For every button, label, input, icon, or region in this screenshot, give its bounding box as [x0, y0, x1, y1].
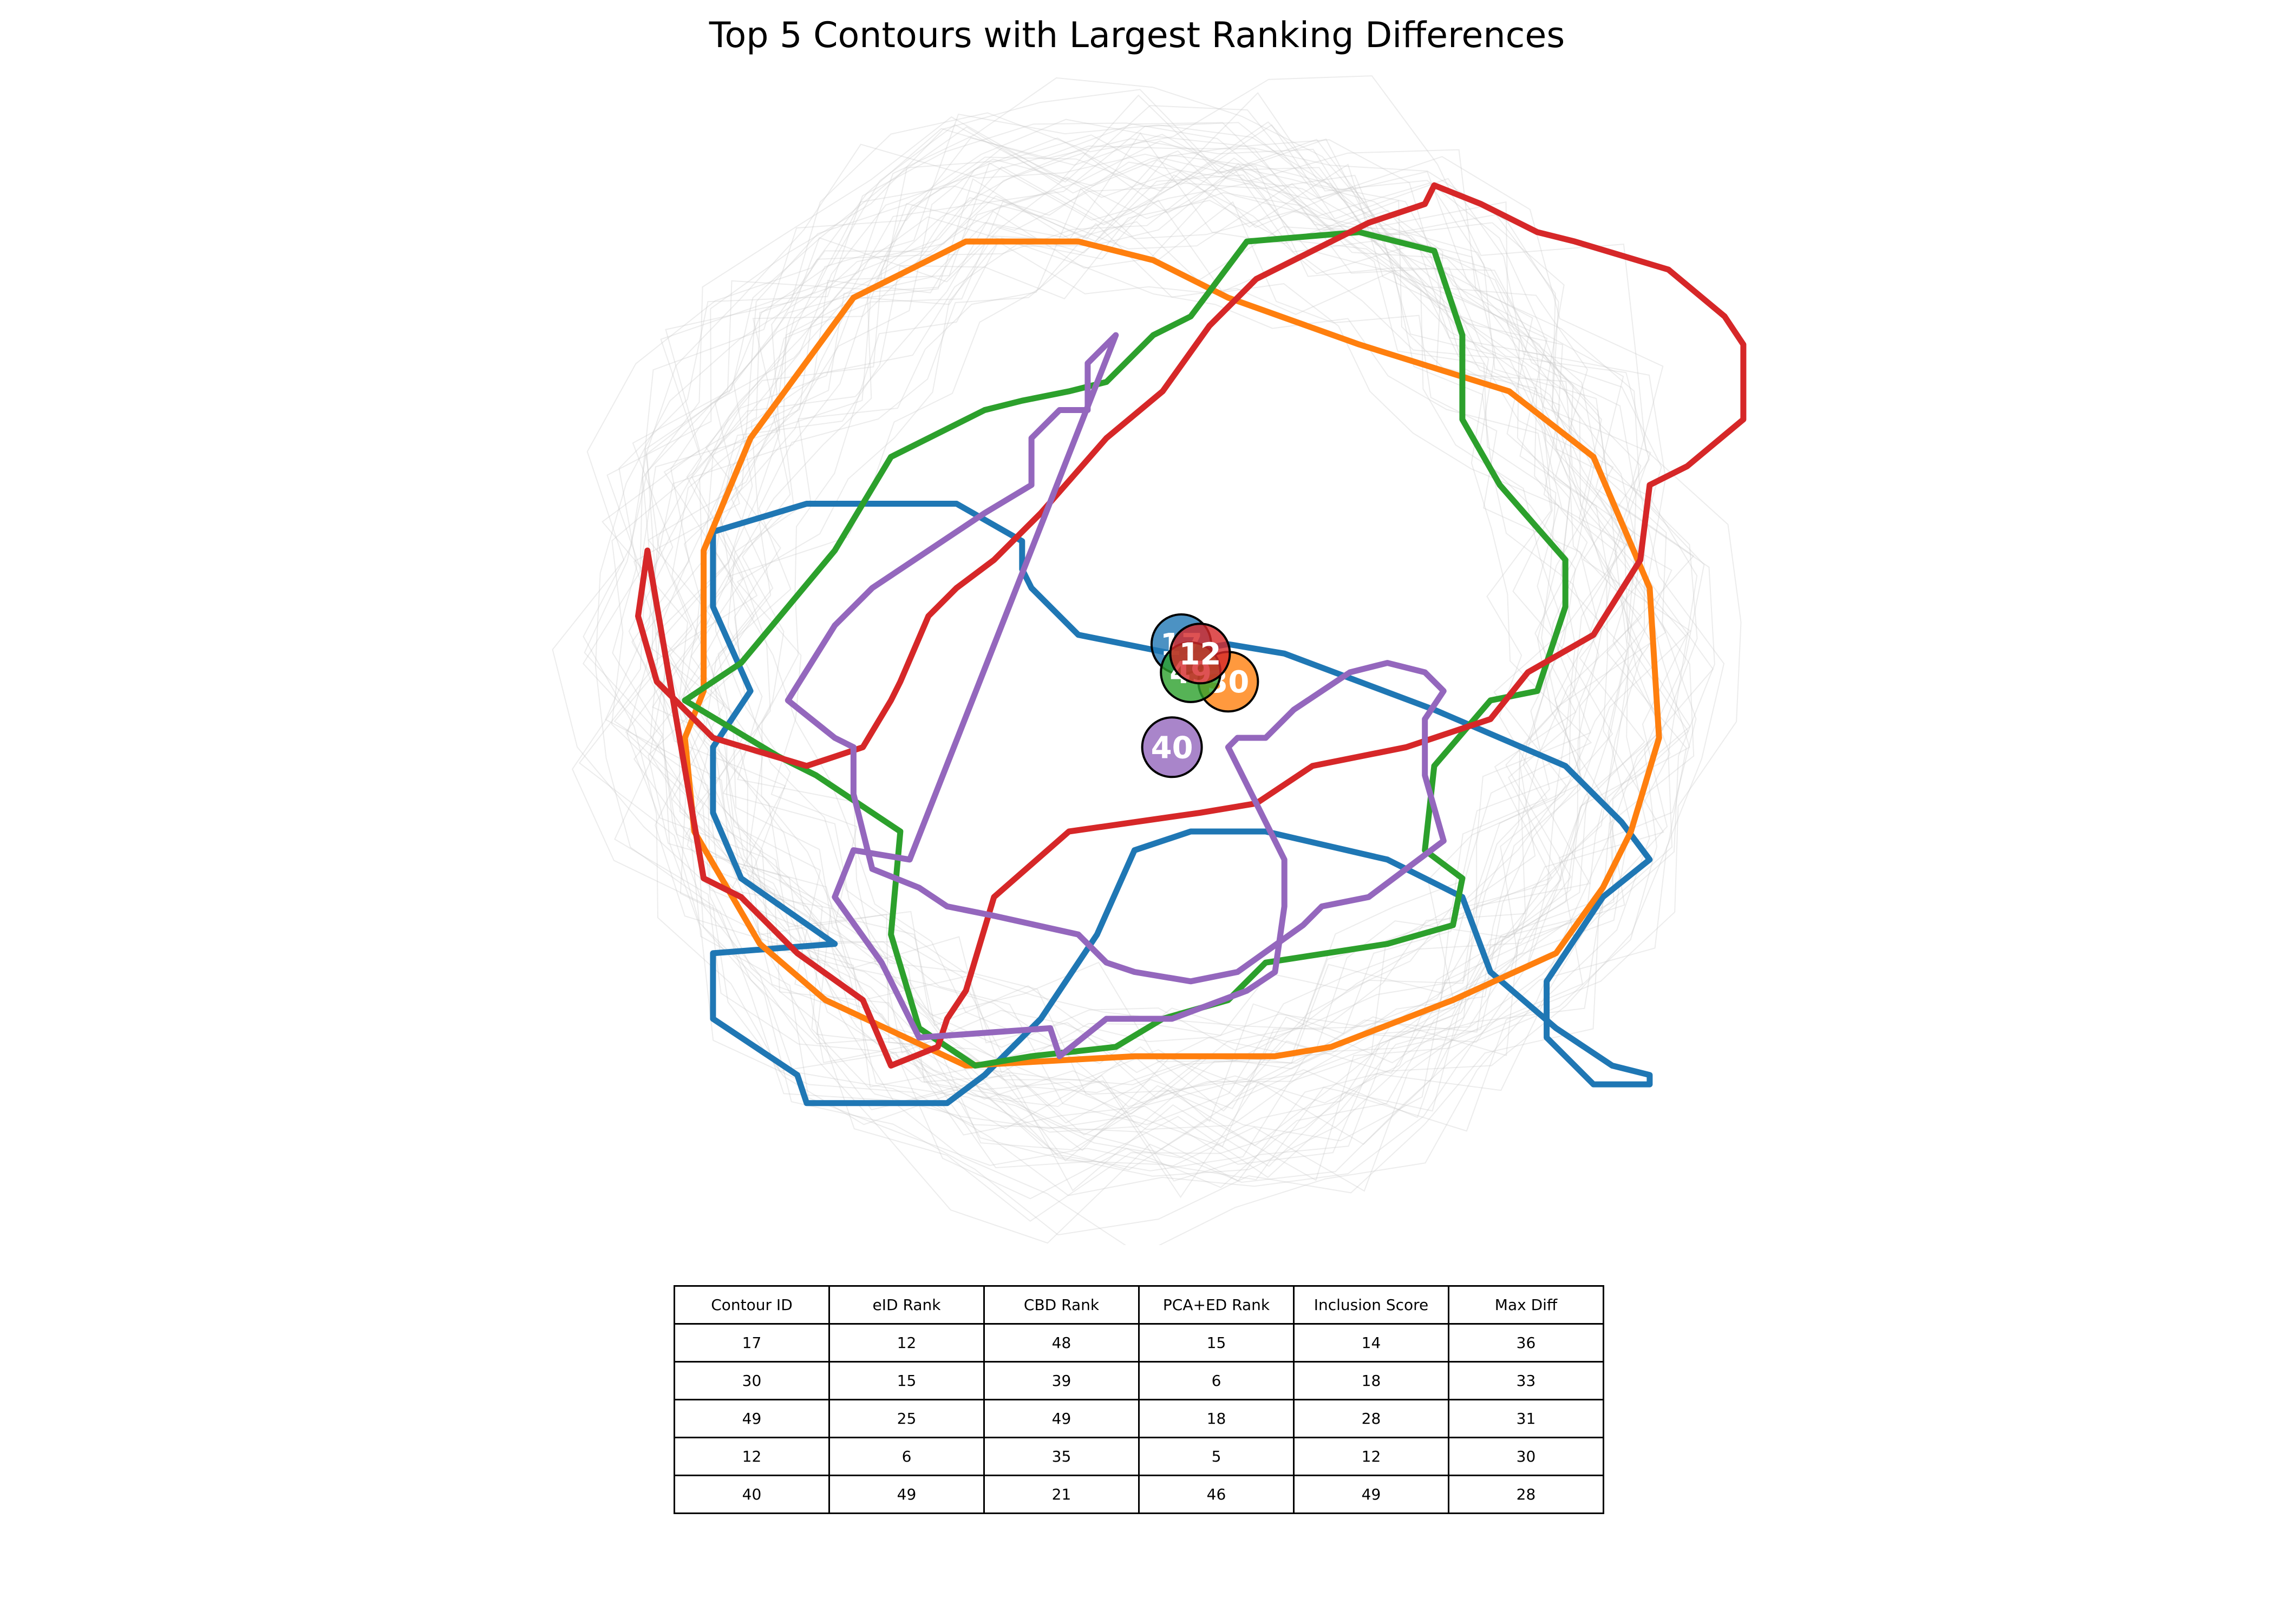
- background-contour: [698, 163, 1634, 1051]
- table-header-row: Contour ID eID Rank CBD Rank PCA+ED Rank Inc…: [674, 1285, 1604, 1325]
- background-contour: [628, 126, 1691, 1171]
- background-contour: [626, 190, 1576, 1148]
- background-contour: [552, 128, 1650, 1222]
- table-cell: 30: [674, 1361, 830, 1400]
- contour-line-40: [785, 332, 1447, 1059]
- table-cell: 6: [828, 1437, 985, 1476]
- background-contour: [639, 132, 1614, 1112]
- background-contour: [715, 147, 1691, 1093]
- background-contour: [594, 161, 1672, 1181]
- background-contour: [584, 122, 1695, 1182]
- background-contour: [605, 77, 1697, 1177]
- background-contour: [736, 237, 1552, 1073]
- contour-line-17: [710, 501, 1653, 1106]
- table-cell: 48: [983, 1323, 1140, 1363]
- background-contour: [703, 154, 1646, 1151]
- background-contour: [612, 122, 1643, 1200]
- table-cell: 31: [1448, 1399, 1604, 1438]
- ranking-table-container: Contour ID eID Rank CBD Rank PCA+ED Rank Inc…: [674, 1285, 1604, 1514]
- background-contour: [578, 104, 1705, 1244]
- table-cell: 6: [1138, 1361, 1295, 1400]
- center-marker-40: [1141, 716, 1203, 778]
- contour-line-49: [682, 229, 1569, 1069]
- highlighted-contours: [635, 182, 1747, 1106]
- table-cell: 40: [674, 1475, 830, 1514]
- table-cell: 36: [1448, 1323, 1604, 1363]
- table-cell: 12: [828, 1323, 985, 1363]
- background-contour: [613, 94, 1645, 1133]
- table-cell: 25: [828, 1399, 985, 1438]
- table-cell: 33: [1448, 1361, 1604, 1400]
- table-cell: 15: [1138, 1323, 1295, 1363]
- table-cell: 14: [1293, 1323, 1449, 1363]
- center-marker-12: [1169, 623, 1231, 685]
- table-header-cell: Max Diff: [1448, 1285, 1604, 1325]
- table-row: 30 15 39 6 18 33: [674, 1361, 1604, 1400]
- table-cell: 12: [1293, 1437, 1449, 1476]
- background-contour: [582, 134, 1725, 1196]
- table-cell: 49: [1293, 1475, 1449, 1514]
- table-row: 17 12 48 15 14 36: [674, 1323, 1604, 1363]
- table-cell: 35: [983, 1437, 1140, 1476]
- table-header-cell: Inclusion Score: [1293, 1285, 1449, 1325]
- background-contour: [646, 92, 1664, 1181]
- table-cell: 28: [1293, 1399, 1449, 1438]
- background-contour: [761, 241, 1591, 1043]
- contour-line-12: [635, 182, 1747, 1069]
- chart-title: Top 5 Contours with Largest Ranking Diff…: [709, 15, 1565, 56]
- background-contour: [722, 152, 1618, 1095]
- background-contour: [602, 75, 1742, 1191]
- background-contour: [651, 161, 1588, 1115]
- table-body: 17 12 48 15 14 36 30 15 39 6 18 33 49 25 49 18 28 31 12 6 35…: [674, 1323, 1604, 1514]
- background-contour: [633, 121, 1695, 1192]
- table-cell: 49: [674, 1399, 830, 1438]
- center-markers: 1730491240: [1141, 613, 1259, 778]
- table-cell: 15: [828, 1361, 985, 1400]
- table-cell: 17: [674, 1323, 830, 1363]
- table-cell: 49: [828, 1475, 985, 1514]
- center-marker-label-40: 40: [1151, 730, 1193, 765]
- table-cell: 46: [1138, 1475, 1295, 1514]
- background-contour: [650, 124, 1689, 1199]
- background-contour: [705, 145, 1643, 1031]
- table-cell: 21: [983, 1475, 1140, 1514]
- background-contour: [727, 222, 1599, 1064]
- center-marker-label-12: 12: [1179, 637, 1221, 672]
- ranking-table: Contour ID eID Rank CBD Rank PCA+ED Rank Inc…: [674, 1285, 1604, 1514]
- table-row: 12 6 35 5 12 30: [674, 1437, 1604, 1476]
- contour-line-30: [682, 238, 1662, 1069]
- table-cell: 39: [983, 1361, 1140, 1400]
- background-contour: [655, 183, 1595, 1108]
- background-contour: [571, 89, 1714, 1245]
- table-cell: 12: [674, 1437, 830, 1476]
- table-cell: 5: [1138, 1437, 1295, 1476]
- table-cell: 30: [1448, 1437, 1604, 1476]
- table-header-cell: eID Rank: [828, 1285, 985, 1325]
- background-contour: [631, 137, 1652, 1130]
- table-header-cell: PCA+ED Rank: [1138, 1285, 1295, 1325]
- background-contour: [711, 174, 1671, 1182]
- table-cell: 18: [1293, 1361, 1449, 1400]
- table-row: 49 25 49 18 28 31: [674, 1399, 1604, 1438]
- contour-plot: 1730491240: [552, 75, 1747, 1245]
- background-contours: [552, 75, 1742, 1245]
- table-cell: 28: [1448, 1475, 1604, 1514]
- background-contour: [727, 187, 1599, 1062]
- table-cell: 18: [1138, 1399, 1295, 1438]
- background-contour: [717, 199, 1613, 1097]
- background-contour: [700, 159, 1572, 1099]
- table-header-cell: Contour ID: [674, 1285, 830, 1325]
- background-contour: [625, 119, 1698, 1162]
- background-contour: [654, 200, 1592, 1122]
- table-header-cell: CBD Rank: [983, 1285, 1140, 1325]
- table-cell: 49: [983, 1399, 1140, 1438]
- table-row: 40 49 21 46 49 28: [674, 1475, 1604, 1514]
